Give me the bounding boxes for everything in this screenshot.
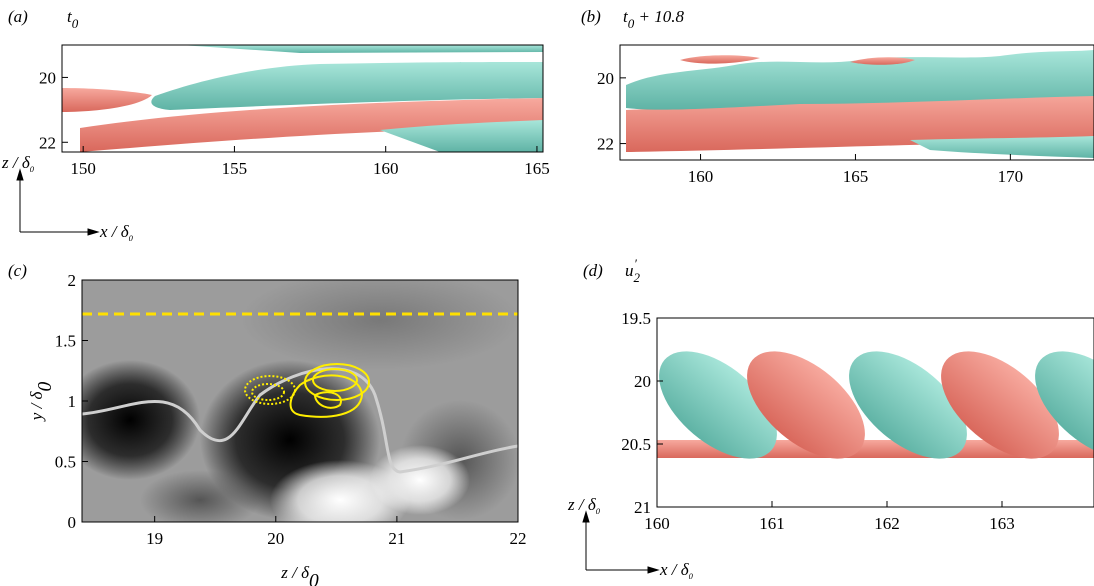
panel-label: (c) bbox=[8, 261, 27, 280]
y-axis-label-main: y / δ bbox=[27, 390, 46, 422]
y-tick-label: 1.5 bbox=[55, 332, 76, 351]
x-tick-label: 150 bbox=[70, 159, 96, 178]
y-tick-label: 1 bbox=[68, 392, 77, 411]
y-tick-label: 19.5 bbox=[621, 309, 651, 328]
x-tick-label: 165 bbox=[843, 167, 869, 186]
panel-label: (d) bbox=[583, 261, 603, 280]
y-tick-label: 0 bbox=[68, 513, 77, 532]
isosurface-a bbox=[62, 45, 543, 152]
axis-key-horizontal-main: x / δ bbox=[99, 222, 130, 241]
axis-key-vertical-main: z / δ bbox=[1, 153, 31, 172]
panel-title-sup: ′ bbox=[634, 256, 637, 271]
x-tick-label: 20 bbox=[267, 529, 284, 548]
axis-key-vertical: z / δ0 bbox=[567, 495, 601, 516]
axis-key-vertical-main: z / δ bbox=[567, 495, 597, 514]
panel-title-sub: 2 bbox=[634, 270, 641, 285]
axis-key-horizontal: x / δ0 bbox=[99, 222, 134, 243]
x-tick-label: 163 bbox=[989, 514, 1015, 533]
y-axis-label: y / δ0 bbox=[27, 382, 56, 423]
panel-title: t0 + 10.8 bbox=[623, 7, 684, 31]
x-axis-label-sub: 0 bbox=[309, 571, 319, 586]
panel-title: u2′ bbox=[625, 256, 641, 285]
y-tick-label: 20 bbox=[597, 69, 614, 88]
x-tick-label: 22 bbox=[510, 529, 527, 548]
figure: (a)t01501551601652022(b)t0 + 10.81601651… bbox=[0, 0, 1094, 586]
y-tick-label: 20.5 bbox=[621, 435, 651, 454]
x-tick-label: 161 bbox=[759, 514, 785, 533]
y-tick-label: 20 bbox=[634, 372, 651, 391]
x-tick-label: 160 bbox=[373, 159, 399, 178]
panel-title-after: + 10.8 bbox=[634, 7, 684, 26]
axis-key-horizontal-sub: 0 bbox=[129, 233, 134, 243]
axis-key-vertical-sub: 0 bbox=[30, 164, 35, 174]
panel-title-sub: 0 bbox=[72, 16, 79, 31]
panel-title-main: u bbox=[625, 261, 634, 280]
axis-key-horizontal-main: x / δ bbox=[659, 560, 690, 579]
y-tick-label: 21 bbox=[634, 498, 651, 517]
y-tick-label: 22 bbox=[597, 135, 614, 154]
x-tick-label: 19 bbox=[146, 529, 163, 548]
contour-field bbox=[60, 270, 520, 540]
axis-key-horizontal-sub: 0 bbox=[689, 571, 694, 581]
y-axis-label-sub: 0 bbox=[35, 382, 56, 392]
panel-label: (a) bbox=[8, 7, 28, 26]
axis-key-horizontal: x / δ0 bbox=[659, 560, 694, 581]
x-tick-label: 165 bbox=[524, 159, 550, 178]
x-axis-label-main: z / δ bbox=[280, 563, 310, 582]
x-tick-label: 21 bbox=[388, 529, 405, 548]
x-tick-label: 170 bbox=[998, 167, 1024, 186]
y-tick-label: 22 bbox=[39, 133, 56, 152]
panel-label: (b) bbox=[581, 7, 601, 26]
x-axis-label: z / δ0 bbox=[280, 563, 319, 586]
x-tick-label: 155 bbox=[222, 159, 248, 178]
axis-key-vertical: z / δ0 bbox=[1, 153, 35, 174]
x-tick-label: 160 bbox=[688, 167, 714, 186]
isosurface-b bbox=[626, 50, 1094, 158]
y-tick-label: 2 bbox=[68, 271, 77, 290]
y-tick-label: 0.5 bbox=[55, 453, 76, 472]
axis-key-vertical-sub: 0 bbox=[596, 506, 601, 516]
x-tick-label: 162 bbox=[874, 514, 900, 533]
y-tick-label: 20 bbox=[39, 68, 56, 87]
isosurface-d bbox=[640, 331, 1094, 479]
panel-title: t0 bbox=[67, 7, 79, 31]
